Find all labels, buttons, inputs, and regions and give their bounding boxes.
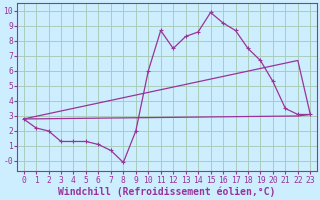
X-axis label: Windchill (Refroidissement éolien,°C): Windchill (Refroidissement éolien,°C) — [58, 186, 276, 197]
